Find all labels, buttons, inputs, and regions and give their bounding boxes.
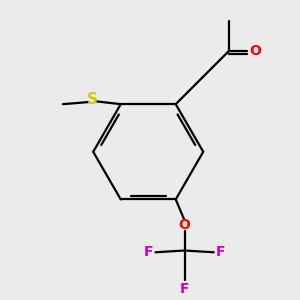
Text: F: F	[143, 245, 153, 259]
Text: O: O	[249, 44, 261, 58]
Text: F: F	[180, 282, 189, 296]
Text: F: F	[216, 245, 226, 259]
Text: S: S	[87, 92, 98, 107]
Text: O: O	[179, 218, 190, 232]
